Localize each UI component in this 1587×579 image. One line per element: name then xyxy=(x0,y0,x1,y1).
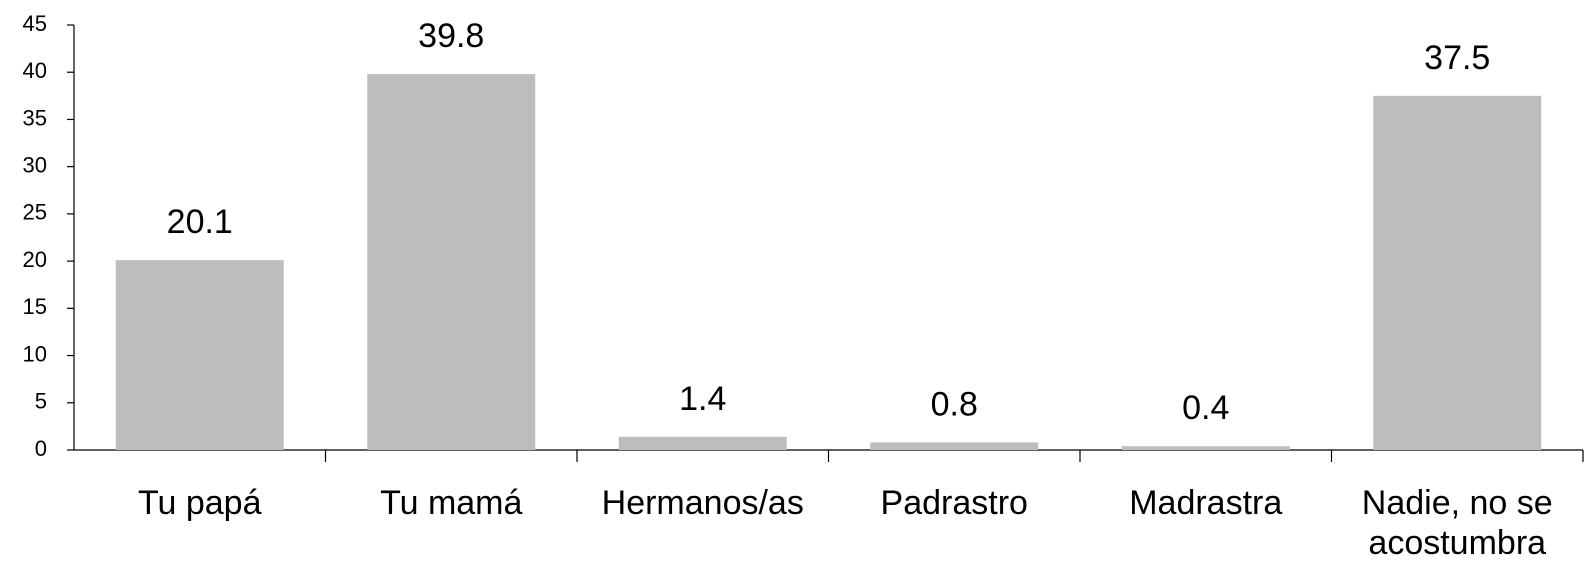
y-tick-label: 20 xyxy=(23,247,47,272)
value-label: 37.5 xyxy=(1424,39,1490,77)
bar xyxy=(367,74,536,450)
y-tick-label: 10 xyxy=(23,341,47,366)
y-tick-label: 30 xyxy=(23,152,47,177)
bar xyxy=(870,442,1039,450)
x-tick-label: Padrastro xyxy=(880,484,1028,522)
y-tick-label: 5 xyxy=(35,389,47,414)
y-tick-label: 45 xyxy=(23,11,47,36)
y-tick-label: 25 xyxy=(23,200,47,225)
y-tick-label: 0 xyxy=(35,436,47,461)
x-tick-label: Nadie, no se acostumbra xyxy=(1361,484,1553,562)
value-label: 20.1 xyxy=(167,203,233,241)
bar xyxy=(1121,446,1290,450)
y-tick-label: 15 xyxy=(23,294,47,319)
bar xyxy=(115,260,284,450)
value-label: 0.8 xyxy=(931,385,978,423)
x-tick-label: Hermanos/as xyxy=(601,484,804,522)
y-tick-label: 35 xyxy=(23,105,47,130)
x-tick-label: Tu papá xyxy=(138,484,262,522)
y-tick-label: 40 xyxy=(23,58,47,83)
value-label: 0.4 xyxy=(1182,389,1229,427)
x-tick-label: Madrastra xyxy=(1129,484,1283,522)
bar xyxy=(1373,95,1542,450)
value-label: 1.4 xyxy=(679,380,726,418)
x-tick-label: Tu mamá xyxy=(380,484,523,522)
value-label: 39.8 xyxy=(418,17,484,55)
bar xyxy=(618,436,787,450)
